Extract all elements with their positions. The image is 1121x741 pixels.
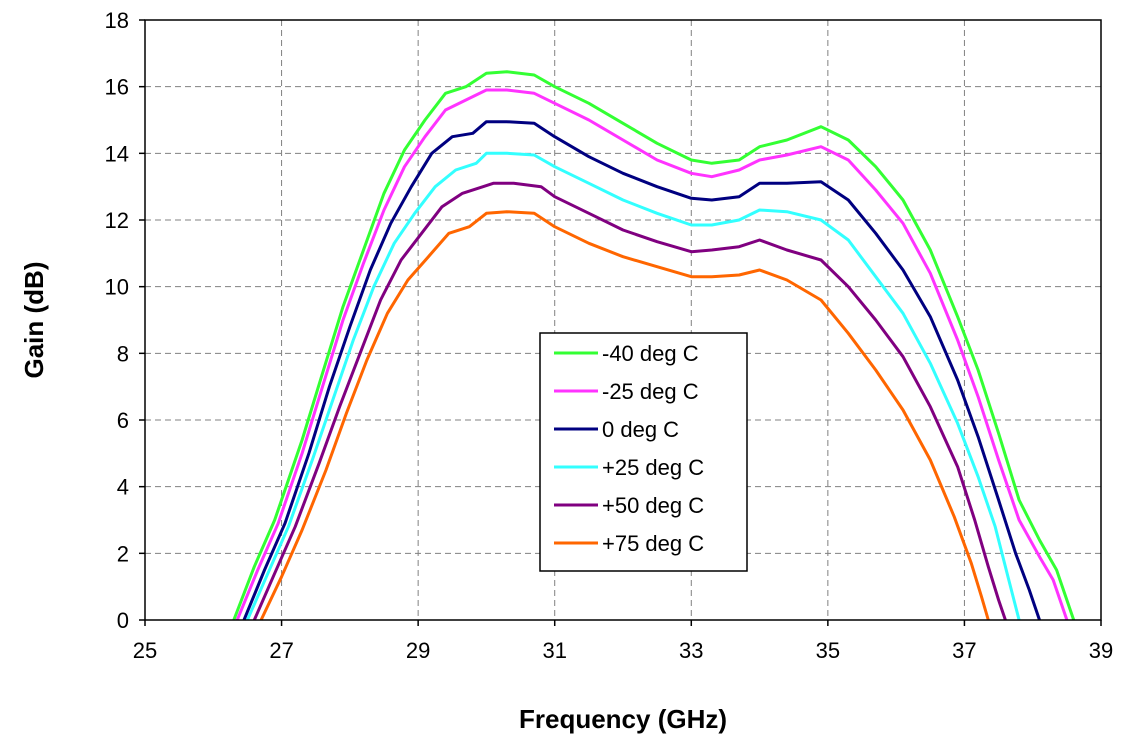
x-tick-label: 37 — [952, 638, 976, 663]
legend-label: +25 deg C — [602, 455, 704, 480]
x-tick-label: 25 — [133, 638, 157, 663]
series-line-3 — [246, 151, 1021, 621]
y-tick-label: 10 — [105, 275, 129, 300]
series-line-2 — [242, 120, 1041, 621]
y-axis-title: Gain (dB) — [19, 262, 49, 379]
y-tick-label: 6 — [117, 408, 129, 433]
y-tick-label: 18 — [105, 8, 129, 33]
series-line-0 — [232, 70, 1076, 621]
y-tick-label: 14 — [105, 141, 129, 166]
x-tick-label: 27 — [269, 638, 293, 663]
legend: -40 deg C -25 deg C 0 deg C +25 deg C +50 de… — [539, 332, 748, 572]
y-tick-label: 16 — [105, 75, 129, 100]
y-tick-label: 4 — [117, 475, 129, 500]
legend-box — [539, 332, 748, 572]
legend-label: -40 deg C — [602, 341, 699, 366]
x-tick-label: 31 — [542, 638, 566, 663]
x-axis-title: Frequency (GHz) — [519, 704, 727, 734]
series-line-4 — [252, 181, 1007, 621]
plot-area-frame — [144, 19, 1102, 621]
x-axis-ticks: 25 27 29 31 33 35 37 39 — [133, 620, 1113, 663]
y-tick-label: 12 — [105, 208, 129, 233]
legend-label: +75 deg C — [602, 531, 704, 556]
legend-label: +50 deg C — [602, 493, 704, 518]
x-tick-label: 35 — [816, 638, 840, 663]
series-line-1 — [235, 88, 1069, 621]
series-line-5 — [259, 210, 990, 621]
y-tick-label: 8 — [117, 341, 129, 366]
y-axis-ticks: 0 2 4 6 8 10 12 14 16 18 — [105, 8, 145, 633]
x-tick-label: 33 — [679, 638, 703, 663]
series-layer — [232, 70, 1076, 621]
y-tick-label: 0 — [117, 608, 129, 633]
x-tick-label: 29 — [406, 638, 430, 663]
y-tick-label: 2 — [117, 541, 129, 566]
legend-label: -25 deg C — [602, 379, 699, 404]
x-tick-label: 39 — [1089, 638, 1113, 663]
grid — [145, 20, 1101, 620]
legend-label: 0 deg C — [602, 417, 679, 442]
